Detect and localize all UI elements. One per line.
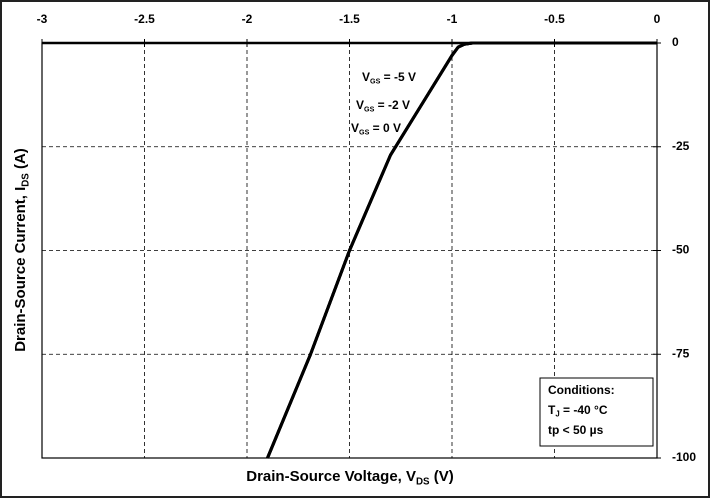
x-tick-label: -3 <box>37 12 48 26</box>
conditions-line-main: T <box>548 403 556 417</box>
annotation: VGS = -5 V <box>362 70 416 85</box>
x-tick-label: 0 <box>654 12 661 26</box>
y-tick-label: 0 <box>672 35 679 49</box>
conditions-line: TJ = -40 °C <box>548 403 608 418</box>
conditions-line-main: Conditions: <box>548 383 615 397</box>
annotation-end: = 0 V <box>369 121 401 135</box>
conditions-line-end: = -40 °C <box>560 403 608 417</box>
x-axis-label-main: Drain-Source Voltage, V <box>246 468 416 485</box>
x-tick-label: -2.5 <box>134 12 155 26</box>
y-tick-label: -25 <box>672 139 690 153</box>
x-tick-label: -0.5 <box>544 12 565 26</box>
conditions-line-sub: J <box>555 410 559 419</box>
x-axis-label-end: (V) <box>430 468 454 485</box>
annotation-main: V <box>362 70 370 84</box>
annotation: VGS = 0 V <box>351 121 401 136</box>
x-axis-label-sub: DS <box>416 476 430 487</box>
conditions-line-main: tp < 50 µs <box>548 423 604 437</box>
annotation-end: = -2 V <box>374 98 410 112</box>
y-axis-label: Drain-Source Current, IDS (A) <box>12 148 31 352</box>
annotation-sub: GS <box>364 105 375 113</box>
x-tick-label: -1.5 <box>339 12 360 26</box>
annotation-end: = -5 V <box>380 70 416 84</box>
x-tick-label: -1 <box>447 12 458 26</box>
conditions-line: Conditions: <box>548 383 615 397</box>
annotation-main: V <box>351 121 359 135</box>
y-axis-label-main: Drain-Source Current, I <box>12 187 29 352</box>
x-axis-label: Drain-Source Voltage, VDS (V) <box>246 468 453 487</box>
annotation-sub: GS <box>370 77 381 85</box>
y-axis-label-end: (A) <box>12 148 29 173</box>
annotation-main: V <box>356 98 364 112</box>
annotation-sub: GS <box>359 128 370 136</box>
conditions-box <box>539 377 654 447</box>
conditions-line: tp < 50 µs <box>548 423 604 437</box>
y-axis-label-sub: DS <box>20 173 31 187</box>
y-tick-label: -75 <box>672 346 690 360</box>
series-line <box>266 41 657 459</box>
y-tick-label: -100 <box>672 450 696 464</box>
x-tick-label: -2 <box>242 12 253 26</box>
y-tick-label: -50 <box>672 243 690 257</box>
annotation: VGS = -2 V <box>356 98 410 113</box>
